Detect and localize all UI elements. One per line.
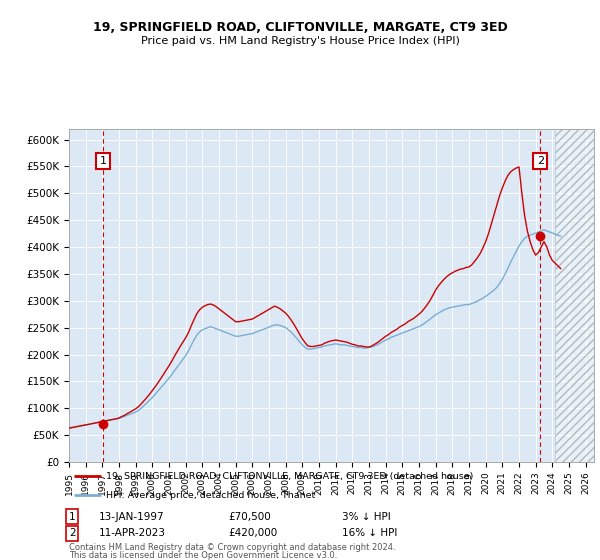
Text: £420,000: £420,000 — [228, 528, 277, 538]
Text: 19, SPRINGFIELD ROAD, CLIFTONVILLE, MARGATE, CT9 3ED (detached house): 19, SPRINGFIELD ROAD, CLIFTONVILLE, MARG… — [106, 472, 473, 480]
Text: 1: 1 — [100, 156, 106, 166]
Text: This data is licensed under the Open Government Licence v3.0.: This data is licensed under the Open Gov… — [69, 551, 337, 560]
Text: Contains HM Land Registry data © Crown copyright and database right 2024.: Contains HM Land Registry data © Crown c… — [69, 543, 395, 552]
Text: HPI: Average price, detached house, Thanet: HPI: Average price, detached house, Than… — [106, 491, 315, 500]
Text: 3% ↓ HPI: 3% ↓ HPI — [342, 512, 391, 522]
Text: Price paid vs. HM Land Registry's House Price Index (HPI): Price paid vs. HM Land Registry's House … — [140, 36, 460, 46]
Text: £70,500: £70,500 — [228, 512, 271, 522]
Text: 2: 2 — [69, 528, 76, 538]
Text: 13-JAN-1997: 13-JAN-1997 — [99, 512, 164, 522]
Text: 11-APR-2023: 11-APR-2023 — [99, 528, 166, 538]
Text: 16% ↓ HPI: 16% ↓ HPI — [342, 528, 397, 538]
Text: 19, SPRINGFIELD ROAD, CLIFTONVILLE, MARGATE, CT9 3ED: 19, SPRINGFIELD ROAD, CLIFTONVILLE, MARG… — [92, 21, 508, 34]
Text: 1: 1 — [69, 512, 76, 522]
Text: 2: 2 — [537, 156, 544, 166]
